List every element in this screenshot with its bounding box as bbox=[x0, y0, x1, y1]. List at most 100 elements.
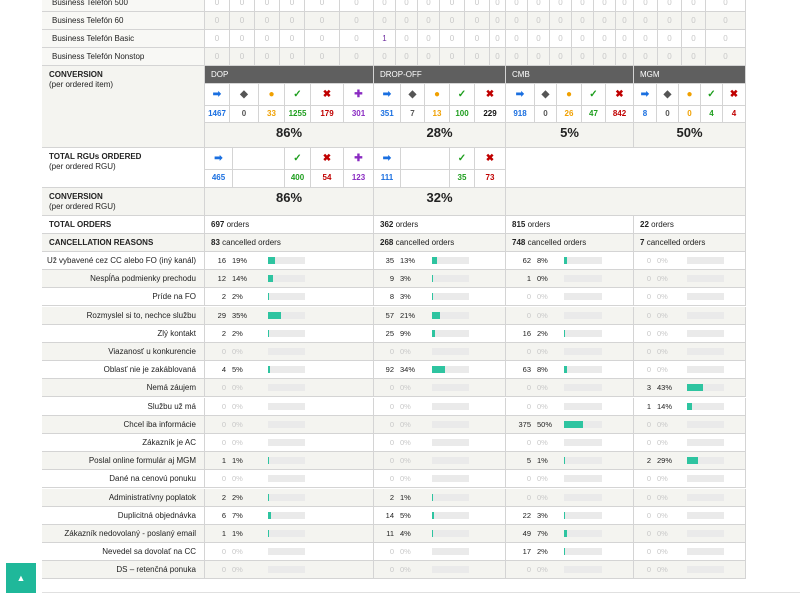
product-value-cell: 0 bbox=[594, 30, 616, 48]
rgu-status-icon: ✚ bbox=[344, 148, 374, 170]
reason-progress-fill bbox=[432, 366, 445, 374]
product-name-cell: Business Telefón Basic bbox=[42, 30, 205, 48]
product-value-cell: 0 bbox=[340, 30, 374, 48]
reason-count: 0 bbox=[526, 347, 531, 356]
reason-progress-fill bbox=[564, 329, 566, 337]
product-value-cell: 0 bbox=[280, 12, 305, 30]
reason-percent: 19% bbox=[232, 256, 248, 265]
reason-group-cell: 8 3% bbox=[374, 288, 506, 307]
reason-count: 25 bbox=[385, 328, 394, 338]
reason-progress-bar bbox=[687, 311, 724, 319]
reason-progress-bar bbox=[687, 493, 724, 501]
reason-count: 29 bbox=[217, 310, 226, 320]
cancellation-label: CANCELLATION REASONS bbox=[42, 234, 205, 252]
rgu-status-icon: ✓ bbox=[285, 148, 311, 170]
reason-percent: 0% bbox=[232, 474, 243, 484]
status-icon: ◆ bbox=[401, 84, 425, 106]
reason-percent: 0% bbox=[657, 292, 668, 302]
reason-progress-bar bbox=[432, 475, 469, 483]
reason-progress-bar bbox=[687, 384, 724, 392]
product-value-cell: 0 bbox=[658, 0, 682, 12]
reason-label: Nemá záujem bbox=[42, 379, 205, 398]
product-value-cell: 0 bbox=[506, 48, 528, 66]
rgu-count: 35 bbox=[450, 170, 475, 188]
product-value-cell: 0 bbox=[658, 12, 682, 30]
product-value-cell: 0 bbox=[396, 48, 418, 66]
product-value-cell: 0 bbox=[682, 0, 706, 12]
product-value-cell: 0 bbox=[440, 30, 465, 48]
status-count: 0 bbox=[230, 106, 259, 123]
product-value-cell: 0 bbox=[658, 30, 682, 48]
status-icon: ✓ bbox=[450, 84, 475, 106]
reason-group-cell: 0 0% bbox=[634, 506, 746, 525]
reason-percent: 0% bbox=[537, 347, 548, 356]
reason-group-cell: 0 0% bbox=[205, 379, 374, 398]
reason-group-cell: 0 0% bbox=[374, 561, 506, 580]
reason-label: Poslal online formulár aj MGM bbox=[42, 452, 205, 471]
reason-percent: 0% bbox=[657, 510, 668, 520]
cancellation-value: 748 cancelled orders bbox=[506, 234, 634, 252]
reason-percent: 7% bbox=[232, 510, 243, 520]
reason-group-cell: 0 0% bbox=[506, 488, 634, 507]
product-value-cell: 0 bbox=[374, 48, 396, 66]
reason-count: 0 bbox=[526, 310, 531, 320]
reason-percent: 2% bbox=[232, 328, 243, 338]
status-count: 33 bbox=[259, 106, 285, 123]
product-value-cell: 0 bbox=[616, 30, 634, 48]
total-orders-count: 815 bbox=[512, 220, 526, 229]
product-value-cell: 0 bbox=[255, 30, 280, 48]
reason-count: 0 bbox=[646, 419, 651, 429]
status-icon: ✖ bbox=[475, 84, 506, 106]
reason-count: 2 bbox=[646, 456, 651, 466]
reason-count: 0 bbox=[389, 419, 394, 429]
reason-group-cell: 0 0% bbox=[506, 379, 634, 398]
reason-percent: 14% bbox=[657, 401, 673, 411]
reason-label: Už vybavené cez CC alebo FO (iný kanál) bbox=[42, 252, 205, 270]
reason-count: 0 bbox=[646, 529, 651, 538]
reason-count: 0 bbox=[646, 328, 651, 338]
scroll-to-top-button[interactable]: ▲ bbox=[6, 563, 36, 593]
product-value-cell: 0 bbox=[465, 12, 490, 30]
status-icon: ● bbox=[557, 84, 582, 106]
total-orders-value: 362 orders bbox=[374, 216, 506, 234]
reason-count: 0 bbox=[646, 474, 651, 484]
product-value-cell: 0 bbox=[594, 48, 616, 66]
product-value-cell: 0 bbox=[255, 48, 280, 66]
product-value-cell: 0 bbox=[572, 30, 594, 48]
reason-progress-fill bbox=[268, 530, 270, 537]
reason-progress-bar bbox=[268, 293, 305, 301]
product-value-cell: 0 bbox=[374, 12, 396, 30]
reason-count: 11 bbox=[386, 529, 394, 538]
reason-count: 9 bbox=[389, 274, 394, 284]
product-value-cell: 0 bbox=[506, 12, 528, 30]
status-icon: ● bbox=[425, 84, 450, 106]
rgu-count: 123 bbox=[344, 170, 374, 188]
reason-group-cell: 0 0% bbox=[634, 288, 746, 307]
reason-group-cell: 0 0% bbox=[506, 306, 634, 325]
reason-count: 0 bbox=[526, 492, 531, 502]
product-value-cell: 0 bbox=[418, 0, 440, 12]
reason-progress-fill bbox=[432, 293, 434, 301]
product-value-cell: 0 bbox=[506, 30, 528, 48]
status-icon: ✖ bbox=[311, 84, 344, 106]
reason-group-cell: 0 0% bbox=[634, 343, 746, 361]
reason-progress-fill bbox=[268, 257, 276, 264]
product-value-cell: 0 bbox=[418, 30, 440, 48]
product-value-cell: 0 bbox=[490, 0, 506, 12]
reason-percent: 0% bbox=[657, 419, 668, 429]
reason-progress-fill bbox=[432, 257, 437, 264]
reason-count: 17 bbox=[522, 547, 531, 557]
reason-group-cell: 9 3% bbox=[374, 270, 506, 289]
reason-count: 0 bbox=[646, 492, 651, 502]
reason-progress-fill bbox=[268, 329, 270, 337]
cancellation-value: 268 cancelled orders bbox=[374, 234, 506, 252]
reason-progress-bar bbox=[432, 348, 469, 355]
status-count: 842 bbox=[606, 106, 634, 123]
reason-label: Oblasť nie je zakáblovaná bbox=[42, 361, 205, 380]
status-count: 4 bbox=[723, 106, 746, 123]
reason-group-cell: 12 14% bbox=[205, 270, 374, 289]
reason-progress-fill bbox=[564, 530, 567, 537]
reason-progress-fill bbox=[268, 366, 270, 374]
reason-progress-bar bbox=[687, 511, 724, 519]
reason-progress-fill bbox=[268, 493, 270, 501]
